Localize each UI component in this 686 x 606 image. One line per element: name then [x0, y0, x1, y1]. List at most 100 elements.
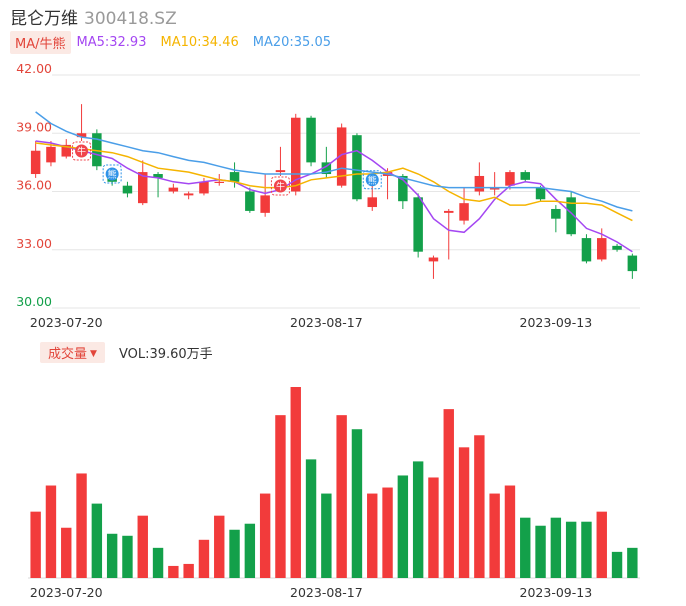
bear-marker-frame	[102, 164, 122, 184]
volume-bar	[244, 523, 256, 578]
volume-bar	[504, 485, 516, 578]
price-tick-label: 36.00	[16, 178, 52, 193]
candle-body	[551, 208, 561, 219]
volume-bar	[382, 487, 393, 578]
volume-bar	[152, 547, 164, 578]
bull-marker-icon	[273, 179, 287, 193]
volume-date-label: 2023-07-20	[30, 585, 103, 600]
volume-bar	[611, 551, 623, 578]
candle-body	[245, 191, 255, 211]
price-date-label: 2023-07-20	[30, 315, 103, 330]
price-date-label: 2023-08-17	[290, 315, 363, 330]
volume-bar	[336, 415, 347, 578]
candle-body	[474, 175, 485, 192]
candle-body	[30, 150, 41, 175]
bull-marker-label: 牛	[276, 180, 285, 192]
candle-body	[413, 197, 423, 252]
volume-date-label: 2023-09-13	[520, 585, 593, 600]
candle-body	[229, 172, 240, 182]
volume-bar	[565, 521, 577, 578]
ma-indicator-selector[interactable]: MA/牛熊	[10, 30, 71, 54]
candle-body	[444, 210, 454, 213]
candle-body	[367, 197, 377, 208]
bear-marker-icon	[105, 167, 119, 181]
volume-bar	[474, 435, 485, 578]
volume-bar	[137, 515, 148, 578]
candle-body	[505, 172, 515, 186]
ma5-line	[35, 140, 633, 253]
volume-bar	[581, 521, 592, 578]
candle-body	[76, 133, 87, 138]
candle-body	[398, 175, 408, 202]
volume-bar	[45, 485, 57, 578]
volume-bar	[520, 517, 531, 578]
volume-bar	[367, 493, 378, 578]
bear-marker-frame	[362, 170, 382, 190]
volume-legend: 成交量 ▼ VOL:39.60万手	[40, 341, 213, 363]
price-tick-label: 30.00	[16, 294, 52, 309]
ma10-line	[35, 142, 633, 222]
volume-bar	[229, 529, 240, 578]
candle-body	[352, 135, 362, 200]
volume-bar	[489, 493, 500, 578]
volume-bar	[321, 493, 332, 578]
price-tick-label: 33.00	[16, 236, 52, 251]
bull-marker-frame	[270, 176, 290, 196]
candle-body	[520, 172, 530, 180]
volume-bar	[183, 563, 194, 578]
stock-header: 昆仑万维 300418.SZ	[10, 4, 177, 29]
volume-bar	[290, 387, 301, 578]
ma20-line	[35, 111, 633, 212]
candle-body	[306, 117, 316, 163]
candle-body	[46, 146, 56, 163]
volume-bar	[122, 535, 133, 578]
volume-bar	[535, 525, 546, 578]
volume-bar	[397, 475, 409, 578]
candle-body	[61, 144, 71, 157]
candle-body	[566, 197, 576, 235]
volume-bar	[351, 429, 363, 578]
volume-bar	[30, 511, 41, 578]
price-date-label: 2023-09-13	[520, 315, 593, 330]
candle-body	[168, 187, 179, 192]
price-tick-label: 39.00	[16, 119, 52, 134]
candle-body	[612, 245, 622, 250]
bear-marker-label: 熊	[368, 174, 377, 186]
candle-body	[275, 170, 286, 173]
candle-body	[92, 133, 102, 167]
bear-marker-icon	[365, 173, 379, 187]
candle-body	[138, 172, 148, 204]
volume-bar	[214, 515, 225, 578]
price-tick-label: 42.00	[16, 61, 52, 76]
volume-bar	[168, 565, 179, 578]
volume-bar	[428, 477, 439, 578]
volume-bar	[443, 409, 454, 578]
bull-marker-icon	[75, 144, 89, 158]
candle-body	[597, 238, 607, 260]
candle-body	[199, 181, 209, 194]
candle-body	[291, 117, 301, 192]
volume-bar	[596, 511, 607, 578]
candle-body	[183, 193, 194, 196]
volume-value: VOL:39.60万手	[118, 346, 213, 362]
volume-bar	[458, 447, 470, 578]
stock-name: 昆仑万维	[10, 9, 78, 29]
volume-indicator-selector[interactable]: 成交量 ▼	[40, 341, 105, 363]
volume-bar	[275, 415, 286, 578]
ma20-legend: MA20:35.05	[252, 34, 331, 50]
bear-marker-label: 熊	[108, 168, 117, 180]
candle-body	[260, 195, 270, 213]
candle-body	[214, 181, 224, 183]
candle-body	[535, 187, 546, 200]
candle-body	[459, 203, 469, 221]
candle-body	[489, 187, 500, 190]
ma-legend: MA/牛熊 MA5:32.93 MA10:34.46 MA20:35.05	[10, 30, 345, 54]
volume-bar	[259, 493, 271, 578]
stock-code: 300418.SZ	[84, 9, 177, 29]
volume-date-label: 2023-08-17	[290, 585, 363, 600]
candle-body	[153, 174, 163, 178]
candle-body	[428, 257, 439, 262]
ma5-legend: MA5:32.93	[76, 34, 147, 50]
candle-body	[336, 127, 347, 186]
